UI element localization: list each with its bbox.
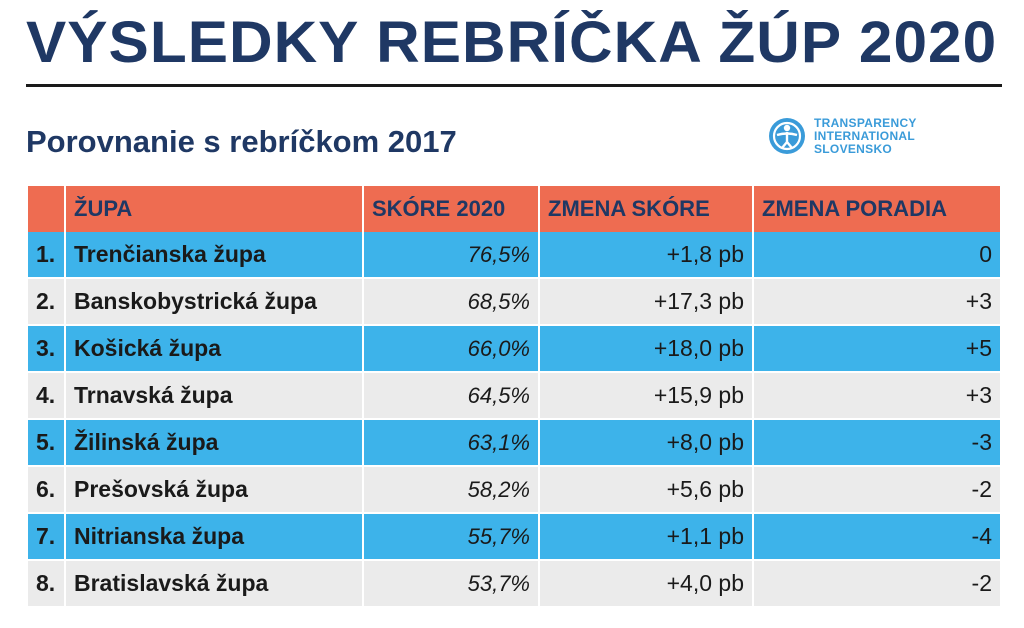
- transparency-international-logo-icon: [769, 118, 805, 154]
- table-row: 3. Košická župa 66,0% +18,0 pb +5: [28, 326, 1000, 373]
- column-header-rank-change: ZMENA PORADIA: [754, 186, 1000, 232]
- score-cell: 76,5%: [364, 232, 538, 279]
- region-cell: Žilinská župa: [66, 420, 362, 467]
- score-cell: 66,0%: [364, 326, 538, 373]
- region-cell: Nitrianska župa: [66, 514, 362, 561]
- table-row: 4. Trnavská župa 64,5% +15,9 pb +3: [28, 373, 1000, 420]
- column-header-region: ŽUPA: [66, 186, 362, 232]
- rank-change-cell: +5: [754, 326, 1000, 373]
- table-row: 7. Nitrianska župa 55,7% +1,1 pb -4: [28, 514, 1000, 561]
- rank-change-cell: -3: [754, 420, 1000, 467]
- score-change-cell: +8,0 pb: [540, 420, 752, 467]
- score-change-cell: +1,8 pb: [540, 232, 752, 279]
- title-divider: [26, 84, 1002, 87]
- table-row: 1. Trenčianska župa 76,5% +1,8 pb 0: [28, 232, 1000, 279]
- score-cell: 68,5%: [364, 279, 538, 326]
- score-cell: 58,2%: [364, 467, 538, 514]
- score-cell: 53,7%: [364, 561, 538, 608]
- rank-cell: 3.: [28, 326, 64, 373]
- rank-cell: 2.: [28, 279, 64, 326]
- table-row: 2. Banskobystrická župa 68,5% +17,3 pb +…: [28, 279, 1000, 326]
- region-cell: Bratislavská župa: [66, 561, 362, 608]
- score-change-cell: +15,9 pb: [540, 373, 752, 420]
- rank-cell: 7.: [28, 514, 64, 561]
- region-cell: Prešovská župa: [66, 467, 362, 514]
- column-header-score-change: ZMENA SKÓRE: [540, 186, 752, 232]
- rank-cell: 1.: [28, 232, 64, 279]
- table-row: 6. Prešovská župa 58,2% +5,6 pb -2: [28, 467, 1000, 514]
- score-change-cell: +18,0 pb: [540, 326, 752, 373]
- region-cell: Trnavská župa: [66, 373, 362, 420]
- ranking-table: ŽUPA SKÓRE 2020 ZMENA SKÓRE ZMENA PORADI…: [26, 186, 1002, 608]
- column-header-rank: [28, 186, 64, 232]
- score-cell: 63,1%: [364, 420, 538, 467]
- rank-change-cell: +3: [754, 373, 1000, 420]
- table-row: 5. Žilinská župa 63,1% +8,0 pb -3: [28, 420, 1000, 467]
- region-cell: Košická župa: [66, 326, 362, 373]
- page-title: VÝSLEDKY REBRÍČKA ŽÚP 2020: [26, 10, 998, 75]
- score-cell: 64,5%: [364, 373, 538, 420]
- logo-line: INTERNATIONAL: [814, 129, 916, 143]
- rank-change-cell: +3: [754, 279, 1000, 326]
- page-subtitle: Porovnanie s rebríčkom 2017: [26, 124, 457, 159]
- score-cell: 55,7%: [364, 514, 538, 561]
- rank-change-cell: -2: [754, 467, 1000, 514]
- rank-cell: 5.: [28, 420, 64, 467]
- score-change-cell: +1,1 pb: [540, 514, 752, 561]
- rank-cell: 6.: [28, 467, 64, 514]
- region-cell: Banskobystrická župa: [66, 279, 362, 326]
- transparency-international-logo: TRANSPARENCY INTERNATIONAL SLOVENSKO: [768, 115, 968, 160]
- rank-change-cell: -4: [754, 514, 1000, 561]
- score-change-cell: +5,6 pb: [540, 467, 752, 514]
- rank-change-cell: -2: [754, 561, 1000, 608]
- column-header-score: SKÓRE 2020: [364, 186, 538, 232]
- logo-line: TRANSPARENCY: [814, 116, 917, 130]
- table-row: 8. Bratislavská župa 53,7% +4,0 pb -2: [28, 561, 1000, 608]
- score-change-cell: +17,3 pb: [540, 279, 752, 326]
- table-header-row: ŽUPA SKÓRE 2020 ZMENA SKÓRE ZMENA PORADI…: [28, 186, 1000, 232]
- region-cell: Trenčianska župa: [66, 232, 362, 279]
- rank-change-cell: 0: [754, 232, 1000, 279]
- logo-wordmark: TRANSPARENCY INTERNATIONAL SLOVENSKO: [814, 117, 917, 156]
- rank-cell: 8.: [28, 561, 64, 608]
- logo-line: SLOVENSKO: [814, 142, 893, 156]
- rank-cell: 4.: [28, 373, 64, 420]
- score-change-cell: +4,0 pb: [540, 561, 752, 608]
